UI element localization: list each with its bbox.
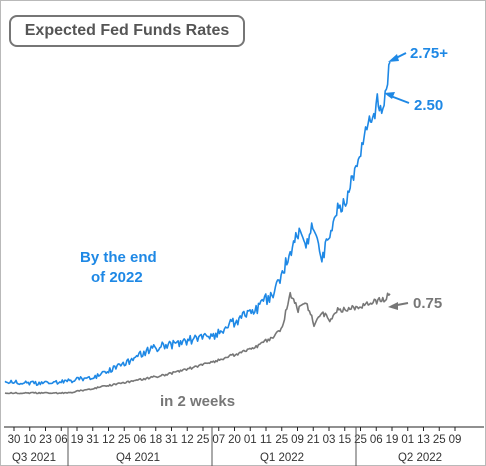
x-tick-label: 01 <box>244 434 257 446</box>
quarter-label: Q3 2021 <box>12 452 56 464</box>
x-axis-ticks: 30 10 23 06 19 31 12 25 06 18 31 12 25 07 20 01 11 25 09 21… <box>8 427 462 446</box>
x-tick-label: 12 <box>102 434 115 446</box>
quarter-label: Q2 2022 <box>398 452 442 464</box>
quarter-label: Q1 2022 <box>260 452 304 464</box>
x-tick-label: 21 <box>307 434 320 446</box>
label-2-75: 2.75+ <box>410 45 448 62</box>
x-tick-label: 09 <box>291 434 304 446</box>
arrow-0-75 <box>388 302 409 310</box>
x-tick-label: 12 <box>181 434 194 446</box>
x-tick-label: 06 <box>55 434 68 446</box>
blue-series-group <box>4 61 391 386</box>
quarter-separators <box>67 427 357 466</box>
x-tick-label: 01 <box>401 434 414 446</box>
text-of-2022: of 2022 <box>91 269 143 286</box>
x-tick-label: 03 <box>323 434 336 446</box>
x-tick-label: 23 <box>39 434 52 446</box>
x-tick-label: 30 <box>8 434 21 446</box>
blue-series-line <box>4 61 391 386</box>
x-tick-label: 09 <box>449 434 462 446</box>
x-tick-label: 25 <box>118 434 131 446</box>
x-tick-label: 06 <box>370 434 383 446</box>
text-in-2-weeks: in 2 weeks <box>160 393 235 410</box>
x-tick-label: 13 <box>417 434 430 446</box>
x-tick-label: 07 <box>212 434 225 446</box>
arrow-2-75 <box>388 52 407 62</box>
x-tick-label: 18 <box>149 434 162 446</box>
x-tick-label: 06 <box>134 434 147 446</box>
x-tick-label: 25 <box>275 434 288 446</box>
x-tick-label: 25 <box>197 434 210 446</box>
x-tick-label: 15 <box>338 434 351 446</box>
gray-series-group <box>4 291 391 395</box>
x-tick-label: 19 <box>386 434 399 446</box>
gray-series-line <box>4 291 391 395</box>
x-tick-label: 25 <box>354 434 367 446</box>
label-2-50: 2.50 <box>414 97 443 114</box>
chart-title: Expected Fed Funds Rates <box>9 15 245 47</box>
x-tick-label: 25 <box>433 434 446 446</box>
arrow-2-50 <box>384 92 410 104</box>
x-tick-label: 31 <box>165 434 178 446</box>
x-tick-label: 11 <box>260 434 272 446</box>
x-tick-label: 19 <box>71 434 84 446</box>
x-tick-label: 10 <box>23 434 36 446</box>
x-tick-label: 20 <box>228 434 241 446</box>
quarter-label: Q4 2021 <box>116 452 160 464</box>
text-by-the-end: By the end <box>80 249 157 266</box>
x-tick-label: 31 <box>86 434 99 446</box>
quarter-labels: Q3 2021 Q4 2021 Q1 2022 Q2 2022 <box>12 452 442 464</box>
label-0-75: 0.75 <box>413 295 442 312</box>
